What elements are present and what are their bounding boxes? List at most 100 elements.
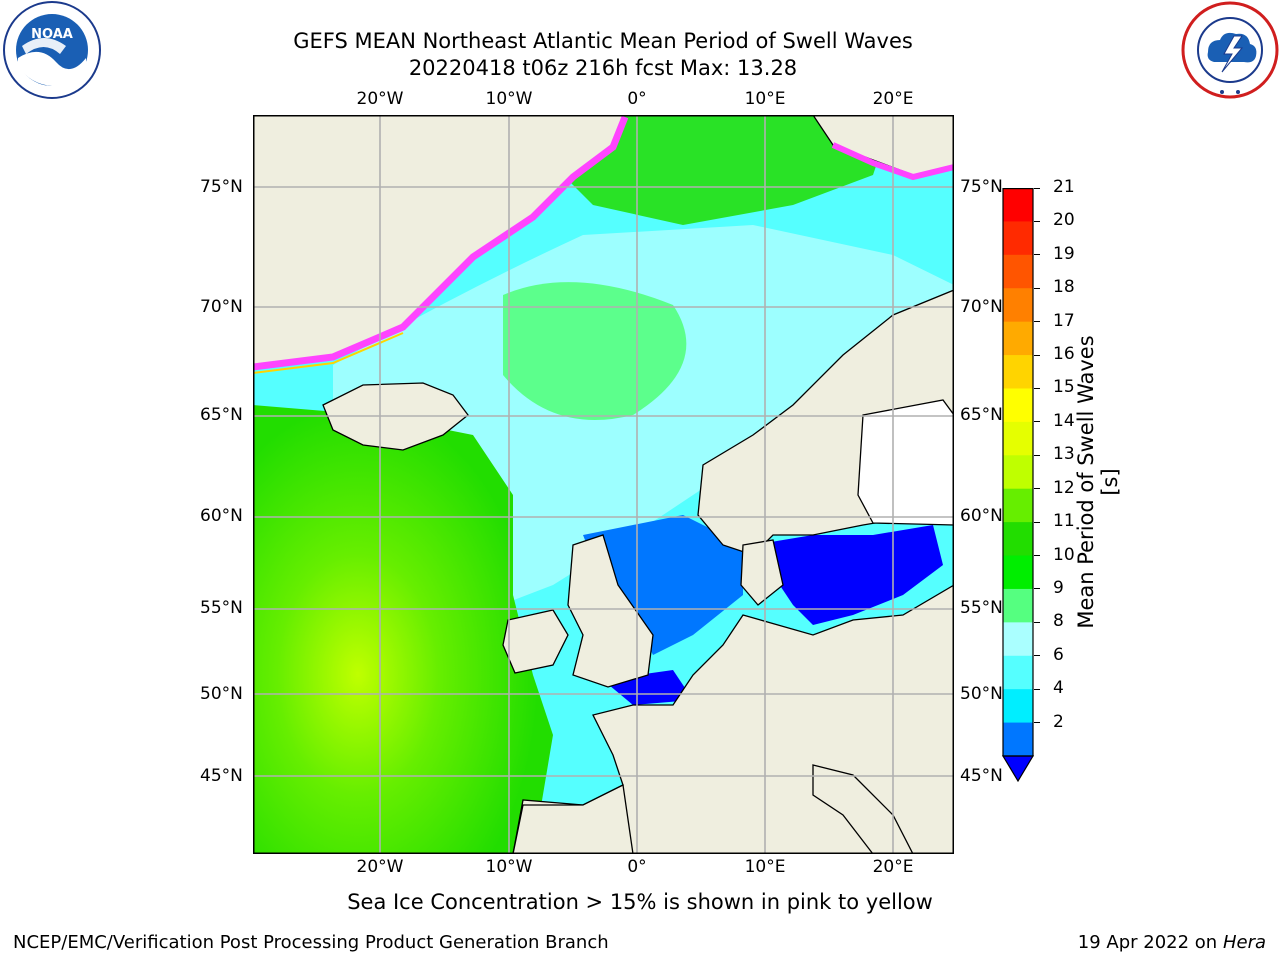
colorbar-segment [1003, 321, 1033, 356]
colorbar-label: Mean Period of Swell Waves [s] [1074, 335, 1122, 629]
lat-label-left: 55°N [200, 598, 243, 618]
footer-host: Hera [1222, 932, 1266, 953]
colorbar-segment [1003, 488, 1033, 523]
swell-zone-baltic [753, 525, 943, 625]
colorbar-tick-label: 13 [1053, 444, 1075, 465]
chart-title-line2: 20220418 t06z 216h fcst Max: 13.28 [408, 56, 798, 80]
colorbar-segment [1003, 221, 1033, 256]
colorbar-tick-mark [1034, 220, 1040, 222]
land-finland-area [857, 399, 955, 526]
colorbar-tick-mark [1034, 421, 1040, 423]
colorbar-tick-label: 17 [1053, 310, 1075, 331]
colorbar-tick-label: 21 [1053, 177, 1075, 197]
colorbar-tick-label: 9 [1053, 577, 1064, 598]
colorbar-segment [1003, 622, 1033, 657]
colorbar-tick-mark [1034, 521, 1040, 523]
ice-caption: Sea Ice Concentration > 15% is shown in … [347, 890, 933, 914]
colorbar-tick-mark [1034, 655, 1040, 657]
colorbar-tick-mark [1034, 387, 1040, 389]
land-great-britain [567, 534, 654, 688]
lat-label-right: 65°N [960, 405, 1003, 425]
colorbar-frame [1002, 188, 1034, 757]
lat-label-left: 45°N [200, 766, 243, 786]
lat-label-right: 75°N [960, 177, 1003, 197]
land-ireland [502, 609, 569, 674]
map-frame [253, 115, 954, 854]
colorbar-tick-label: 2 [1053, 711, 1064, 732]
lon-label-bottom: 0° [627, 857, 647, 877]
lat-label-right: 60°N [960, 506, 1003, 526]
colorbar-tick-label: 18 [1053, 277, 1075, 298]
colorbar-tick-label: 8 [1053, 611, 1064, 632]
colorbar-tick-mark [1034, 354, 1040, 356]
nws-logo [1178, 0, 1280, 100]
colorbar-tick-label: 11 [1053, 511, 1075, 532]
colorbar-tick-mark [1034, 187, 1040, 189]
ice-edge-greenland [252, 115, 629, 371]
colorbar-segment [1003, 722, 1033, 757]
colorbar-tick-mark [1034, 722, 1040, 724]
swell-zone-mid [503, 282, 687, 420]
lon-label-top: 10°E [744, 89, 786, 109]
colorbar-tick-label: 14 [1053, 410, 1075, 431]
colorbar-tick-label: 12 [1053, 477, 1075, 498]
colorbar-segment [1003, 355, 1033, 389]
lon-label-top: 20°W [356, 89, 404, 109]
lat-label-left: 70°N [200, 297, 243, 317]
lat-label-left: 65°N [200, 405, 243, 425]
map-panel [252, 114, 955, 855]
noaa-logo-text: NOAA [31, 27, 73, 42]
colorbar [1001, 188, 1035, 783]
colorbar-tick-label: 20 [1053, 210, 1075, 231]
lat-label-right: 70°N [960, 297, 1003, 317]
colorbar-segment [1003, 588, 1033, 623]
colorbar-segment [1003, 555, 1033, 590]
colorbar-segment [1003, 421, 1033, 456]
chart-title-line1: GEFS MEAN Northeast Atlantic Mean Period… [293, 29, 913, 53]
swell-zone-north-sea [583, 515, 743, 655]
colorbar-segment [1003, 689, 1033, 724]
colorbar-tick-mark [1034, 287, 1040, 289]
colorbar-segment [1003, 655, 1033, 690]
colorbar-tick-label: 16 [1053, 344, 1075, 365]
footer-date: 19 Apr 2022 on [1077, 932, 1223, 953]
colorbar-tick-label: 4 [1053, 678, 1064, 699]
colorbar-segment [1003, 388, 1033, 423]
lon-label-top: 20°E [872, 89, 914, 109]
colorbar-segment [1003, 254, 1033, 289]
lon-label-bottom: 10°W [485, 857, 533, 877]
colorbar-tick-mark [1034, 454, 1040, 456]
colorbar-tick-label: 19 [1053, 243, 1075, 264]
colorbar-tick-label: 10 [1053, 544, 1075, 565]
colorbar-tick-mark [1034, 621, 1040, 623]
land-denmark [740, 539, 784, 606]
colorbar-tick-mark [1034, 555, 1040, 557]
colorbar-segment [1003, 288, 1033, 323]
colorbar-ticks: 21 20 19 18 17 16 15 14 13 12 11 10 9 8 6 4 2 [1034, 177, 1084, 782]
lat-label-left: 75°N [200, 177, 243, 197]
lat-label-left: 50°N [200, 684, 243, 704]
lon-label-bottom: 20°E [872, 857, 914, 877]
lon-label-top: 0° [627, 89, 647, 109]
colorbar-segment [1003, 455, 1033, 490]
colorbar-svg [1001, 188, 1035, 783]
colorbar-tick-mark [1034, 254, 1040, 256]
colorbar-underflow-triangle [1001, 755, 1035, 783]
colorbar-segment [1003, 522, 1033, 557]
colorbar-segment [1003, 188, 1033, 222]
colorbar-tick-label: 15 [1053, 377, 1075, 398]
colorbar-tick-label: 6 [1053, 644, 1064, 665]
lon-label-bottom: 20°W [356, 857, 404, 877]
lat-label-right: 50°N [960, 684, 1003, 704]
map-svg [252, 114, 955, 855]
footer-left: NCEP/EMC/Verification Post Processing Pr… [13, 932, 609, 953]
colorbar-tick-mark [1034, 321, 1040, 323]
noaa-logo: NOAA [0, 0, 104, 104]
lon-label-top: 10°W [485, 89, 533, 109]
colorbar-tick-mark [1034, 588, 1040, 590]
footer-right: 19 Apr 2022 on Hera [1078, 932, 1266, 953]
lat-label-right: 55°N [960, 598, 1003, 618]
lat-label-left: 60°N [200, 506, 243, 526]
colorbar-tick-mark [1034, 688, 1040, 690]
lon-label-bottom: 10°E [744, 857, 786, 877]
